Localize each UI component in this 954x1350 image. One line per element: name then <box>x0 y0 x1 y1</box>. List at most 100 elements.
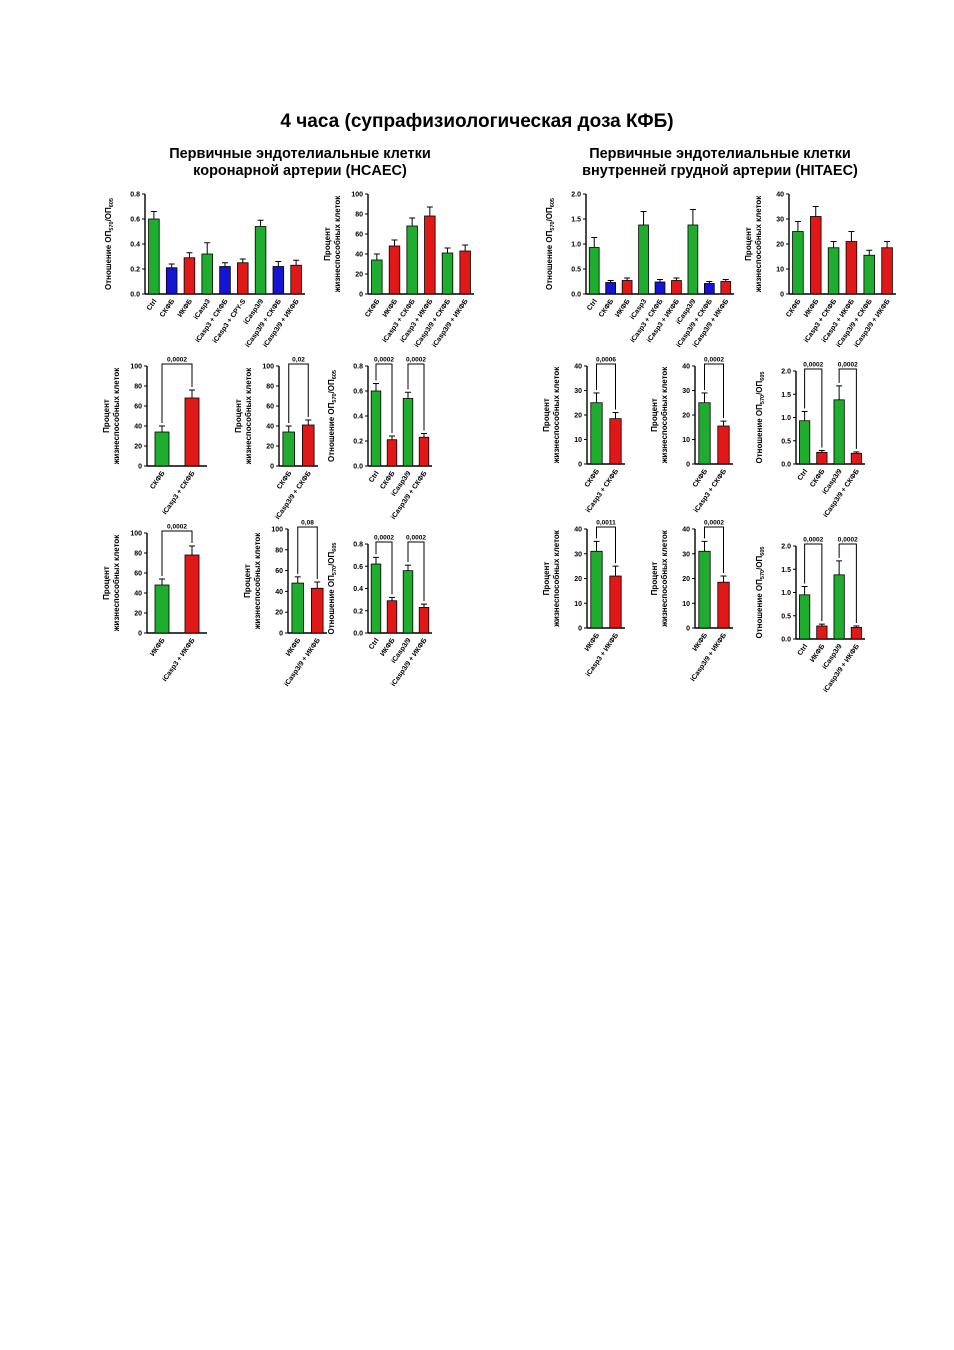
y-axis-label-line1: Процент <box>234 399 243 433</box>
y-tick-label: 0.4 <box>353 414 363 421</box>
y-tick-label: 0.8 <box>353 364 363 371</box>
y-tick-label: 0.4 <box>353 586 363 593</box>
significance-bracket <box>596 363 616 410</box>
y-tick-label: 0 <box>279 631 283 638</box>
y-tick-label: 80 <box>355 212 363 219</box>
y-tick-label: 0.6 <box>130 217 140 224</box>
y-tick-label: 60 <box>266 404 274 411</box>
y-tick-label: 10 <box>682 437 690 444</box>
y-axis-label-line1: Процент <box>744 227 753 261</box>
p-value-label: 0,0002 <box>406 535 426 542</box>
y-tick-label: 1.5 <box>781 567 791 574</box>
y-tick-label: 100 <box>262 364 274 371</box>
significance-bracket <box>288 363 309 423</box>
page-title: 4 часа (супрафизиологическая доза КФБ) <box>280 111 674 132</box>
y-tick-label: 0.8 <box>130 192 140 199</box>
y-tick-label: 40 <box>275 589 283 596</box>
p-value-label: 0,0002 <box>167 357 187 364</box>
significance-bracket <box>161 530 193 576</box>
left-panel-title: Первичные эндотелиальные клетки коронарн… <box>120 146 480 180</box>
y-tick-label: 1.5 <box>571 217 581 224</box>
significance-bracket <box>704 526 724 574</box>
right-panel-title-line2: внутренней грудной артерии (HITAEC) <box>582 163 858 179</box>
bar <box>799 594 811 640</box>
y-tick-label: 40 <box>134 424 142 431</box>
significance-bracket <box>804 368 823 448</box>
y-tick-label: 0.2 <box>130 267 140 274</box>
p-value-label: 0,02 <box>292 357 305 364</box>
y-axis-label-line1: Процент <box>243 564 252 598</box>
y-tick-label: 30 <box>574 388 582 395</box>
p-value-label: 0,0002 <box>803 537 823 544</box>
significance-bracket <box>838 368 857 449</box>
bar <box>816 625 828 640</box>
y-tick-label: 40 <box>574 364 582 371</box>
y-tick-label: 30 <box>776 217 784 224</box>
left-panel-title-line2: коронарной артерии (HCAEC) <box>193 163 407 179</box>
y-axis-label-line2: жизнеспособных клеток <box>112 534 121 633</box>
significance-bracket <box>838 543 857 623</box>
significance-bracket <box>407 541 425 602</box>
p-value-label: 0,0002 <box>374 357 394 364</box>
y-tick-label: 20 <box>574 413 582 420</box>
y-axis-label-line2: жизнеспособных клеток <box>660 529 669 628</box>
y-tick-label: 10 <box>574 601 582 608</box>
y-tick-label: 60 <box>134 404 142 411</box>
y-axis-label-line1: Процент <box>102 399 111 433</box>
p-value-label: 0,0011 <box>596 520 616 527</box>
y-axis-label-line1: Процент <box>542 562 551 596</box>
y-tick-label: 0 <box>578 626 582 633</box>
y-tick-label: 60 <box>134 571 142 578</box>
y-tick-label: 20 <box>682 413 690 420</box>
y-tick-label: 1.0 <box>781 590 791 597</box>
y-axis-label-line2: жизнеспособных клеток <box>244 367 253 466</box>
x-tick-label: Ctrl <box>797 643 810 657</box>
y-tick-label: 100 <box>351 192 363 199</box>
y-axis-label-line1: Процент <box>650 398 659 432</box>
p-value-label: 0,0002 <box>838 537 858 544</box>
y-tick-label: 0 <box>686 462 690 469</box>
x-tick-label: ИКФБ <box>809 643 826 664</box>
y-tick-label: 0.8 <box>353 542 363 549</box>
y-axis-label-line2: жизнеспособных клеток <box>253 532 262 631</box>
y-tick-label: 40 <box>574 527 582 534</box>
y-axis-label: Отношение ОП570/ОП605 <box>755 547 766 639</box>
y-axis-label-line1: Процент <box>650 562 659 596</box>
y-tick-label: 0.5 <box>781 613 791 620</box>
y-tick-label: 10 <box>776 267 784 274</box>
p-value-label: 0,0002 <box>374 535 394 542</box>
y-axis-label: Отношение ОП570/ОП605 <box>327 543 338 635</box>
y-axis-label-line2: жизнеспособных клеток <box>112 367 121 466</box>
significance-bracket <box>375 363 393 433</box>
y-tick-label: 20 <box>355 272 363 279</box>
y-tick-label: 1.0 <box>571 242 581 249</box>
y-tick-label: 40 <box>776 192 784 199</box>
y-tick-label: 2.0 <box>781 369 791 376</box>
right-panel-title: Первичные эндотелиальные клетки внутренн… <box>540 146 900 180</box>
y-tick-label: 2.0 <box>781 544 791 551</box>
y-tick-label: 0 <box>270 464 274 471</box>
y-axis-label-line2: жизнеспособных клеток <box>754 195 763 294</box>
y-tick-label: 0.2 <box>353 608 363 615</box>
y-tick-label: 80 <box>275 547 283 554</box>
y-tick-label: 10 <box>682 601 690 608</box>
y-tick-label: 0 <box>686 626 690 633</box>
significance-bracket <box>161 363 193 423</box>
y-tick-label: 0.0 <box>781 462 791 469</box>
y-tick-label: 20 <box>776 242 784 249</box>
y-axis-label: Отношение ОП570/ОП605 <box>755 372 766 464</box>
